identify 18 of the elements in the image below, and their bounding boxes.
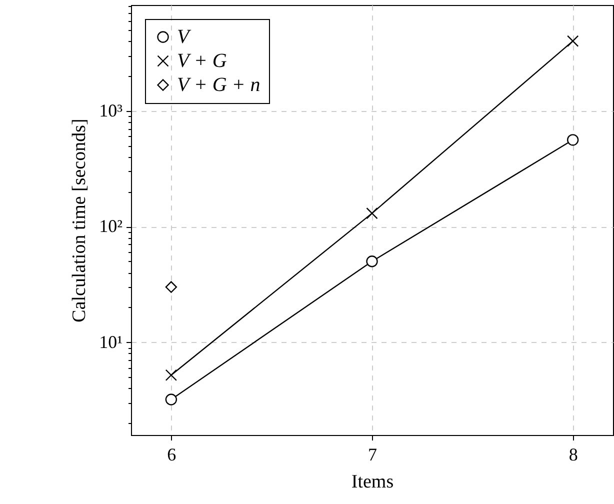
y-tick-label: 10² bbox=[99, 216, 122, 236]
x-tick-label: 6 bbox=[167, 444, 176, 464]
y-axis-title: Calculation time [seconds] bbox=[69, 118, 90, 322]
point bbox=[165, 281, 178, 293]
point bbox=[165, 369, 178, 381]
point bbox=[566, 134, 579, 146]
point bbox=[366, 256, 378, 268]
legend-label: V + G bbox=[177, 50, 228, 72]
y-tick-label: 10¹ bbox=[99, 332, 122, 352]
x-tick-label: 8 bbox=[568, 444, 578, 464]
point bbox=[165, 394, 178, 406]
legend-label: V + G + n bbox=[177, 74, 260, 96]
legend-label: V bbox=[177, 26, 192, 48]
point bbox=[566, 35, 579, 47]
point bbox=[366, 207, 378, 220]
y-tick-label: 10³ bbox=[99, 100, 124, 120]
x-tick-label: 7 bbox=[368, 444, 377, 464]
x-axis-title: Items bbox=[351, 472, 394, 492]
